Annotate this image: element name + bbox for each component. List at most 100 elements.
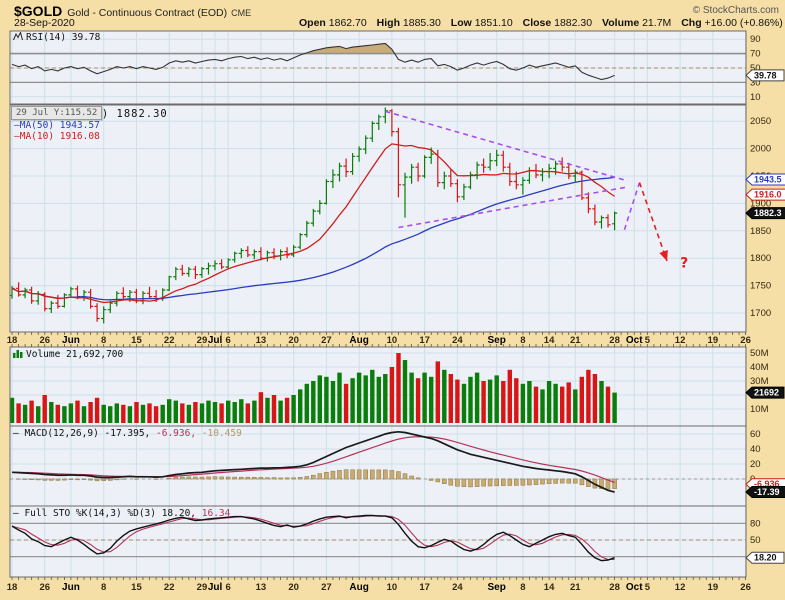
exchange-label: CME — [231, 8, 251, 18]
svg-text:10: 10 — [750, 92, 761, 103]
svg-text:26: 26 — [39, 335, 50, 346]
svg-text:80: 80 — [750, 518, 761, 529]
svg-text:10M: 10M — [750, 404, 769, 415]
svg-text:24: 24 — [452, 335, 463, 346]
macd-panel-label: — MACD(12,26,9) -17.395, -6.936, -10.459 — [13, 428, 242, 439]
svg-text:1943.5: 1943.5 — [754, 175, 782, 185]
high-value: 1885.30 — [403, 17, 441, 29]
svg-text:18.20: 18.20 — [754, 553, 777, 563]
svg-text:-17.39: -17.39 — [754, 487, 780, 497]
svg-text:17: 17 — [419, 582, 430, 593]
svg-text:2000: 2000 — [750, 144, 771, 155]
svg-text:28: 28 — [609, 582, 620, 593]
svg-text:21: 21 — [570, 582, 581, 593]
svg-text:Jul: Jul — [208, 335, 223, 346]
svg-text:39.78: 39.78 — [754, 70, 777, 80]
svg-text:27: 27 — [321, 335, 332, 346]
change-value: +16.00 (+0.86%) — [705, 17, 783, 29]
svg-text:60: 60 — [750, 429, 761, 440]
svg-text:15: 15 — [131, 582, 142, 593]
svg-text:70: 70 — [750, 49, 761, 60]
svg-text:Oct: Oct — [626, 582, 643, 593]
svg-text:22: 22 — [164, 335, 175, 346]
svg-text:6: 6 — [226, 335, 231, 346]
svg-text:1850: 1850 — [750, 226, 771, 237]
svg-text:Oct: Oct — [626, 335, 643, 346]
svg-text:14: 14 — [544, 582, 555, 593]
sto-panel-label: — Full STO %K(14,3) %D(3) 18.20, 16.34 — [13, 508, 230, 519]
sto-k-value: — Full STO %K(14,3) %D(3) 18.20, — [13, 508, 196, 519]
ma10-legend: —MA(10) 1916.08 — [14, 131, 100, 142]
svg-text:19: 19 — [708, 582, 719, 593]
svg-text:50M: 50M — [750, 348, 769, 359]
volume-panel-label: Volume 21,692,700 — [13, 349, 123, 361]
change-label: Chg — [681, 17, 701, 29]
svg-text:40: 40 — [750, 444, 761, 455]
svg-text:21692: 21692 — [754, 388, 779, 398]
volume-bars-icon — [13, 349, 23, 361]
svg-text:28: 28 — [609, 335, 620, 346]
svg-text:Jun: Jun — [62, 335, 80, 346]
svg-text:Aug: Aug — [349, 335, 368, 346]
open-label: Open — [299, 17, 326, 29]
security-name: Gold - Continuous Contract (EOD) — [67, 7, 227, 19]
svg-text:90: 90 — [750, 34, 761, 45]
high-label: High — [377, 17, 400, 29]
svg-text:20: 20 — [288, 582, 299, 593]
svg-text:Sep: Sep — [488, 582, 506, 593]
svg-text:5: 5 — [645, 335, 651, 346]
macd-hist-value: -10.459 — [202, 428, 242, 439]
svg-text:8: 8 — [520, 335, 525, 346]
volume-label: Volume — [602, 17, 639, 29]
svg-text:21: 21 — [570, 335, 581, 346]
svg-text:13: 13 — [256, 335, 267, 346]
stockcharts-credit: © StockCharts.com — [693, 5, 779, 16]
low-value: 1851.10 — [475, 17, 513, 29]
svg-text:17: 17 — [419, 335, 430, 346]
quote-strip: Open 1862.70 High 1885.30 Low 1851.10 Cl… — [292, 17, 785, 29]
svg-text:27: 27 — [321, 582, 332, 593]
low-label: Low — [451, 17, 472, 29]
svg-text:5: 5 — [645, 582, 651, 593]
svg-text:26: 26 — [740, 582, 751, 593]
svg-text:50: 50 — [750, 535, 761, 546]
svg-text:14: 14 — [544, 335, 555, 346]
svg-text:20: 20 — [750, 459, 761, 470]
svg-text:1750: 1750 — [750, 281, 771, 292]
svg-text:18: 18 — [7, 335, 18, 346]
hover-tooltip: 29 Jul Y:115.52 — [11, 106, 102, 120]
svg-text:1700: 1700 — [750, 308, 771, 319]
close-label: Close — [523, 17, 552, 29]
svg-text:1916.0: 1916.0 — [754, 190, 782, 200]
svg-text:8: 8 — [101, 582, 106, 593]
volume-value: 21.7M — [642, 17, 671, 29]
macd-signal-value: -6.936, — [156, 428, 196, 439]
svg-text:19: 19 — [708, 335, 719, 346]
svg-text:8: 8 — [101, 335, 106, 346]
ma50-legend: —MA(50) 1943.57 — [14, 120, 100, 131]
svg-text:10: 10 — [387, 335, 398, 346]
svg-text:Sep: Sep — [488, 335, 506, 346]
macd-line-value: — MACD(12,26,9) -17.395, — [13, 428, 150, 439]
svg-text:29: 29 — [197, 582, 208, 593]
svg-text:12: 12 — [675, 335, 686, 346]
svg-text:26: 26 — [740, 335, 751, 346]
svg-text:20: 20 — [288, 335, 299, 346]
line-chart-icon — [13, 32, 23, 44]
svg-text:24: 24 — [452, 582, 463, 593]
svg-text:8: 8 — [520, 582, 525, 593]
open-value: 1862.70 — [329, 17, 367, 29]
rsi-panel-label: RSI(14) 39.78 — [13, 32, 100, 44]
sto-d-value: 16.34 — [202, 508, 231, 519]
svg-text:Aug: Aug — [349, 582, 368, 593]
svg-text:10: 10 — [387, 582, 398, 593]
svg-text:29: 29 — [197, 335, 208, 346]
svg-text:Jul: Jul — [208, 582, 223, 593]
svg-text:Jun: Jun — [62, 582, 80, 593]
close-value: 1882.30 — [554, 17, 592, 29]
svg-text:26: 26 — [39, 582, 50, 593]
svg-text:40M: 40M — [750, 362, 769, 373]
